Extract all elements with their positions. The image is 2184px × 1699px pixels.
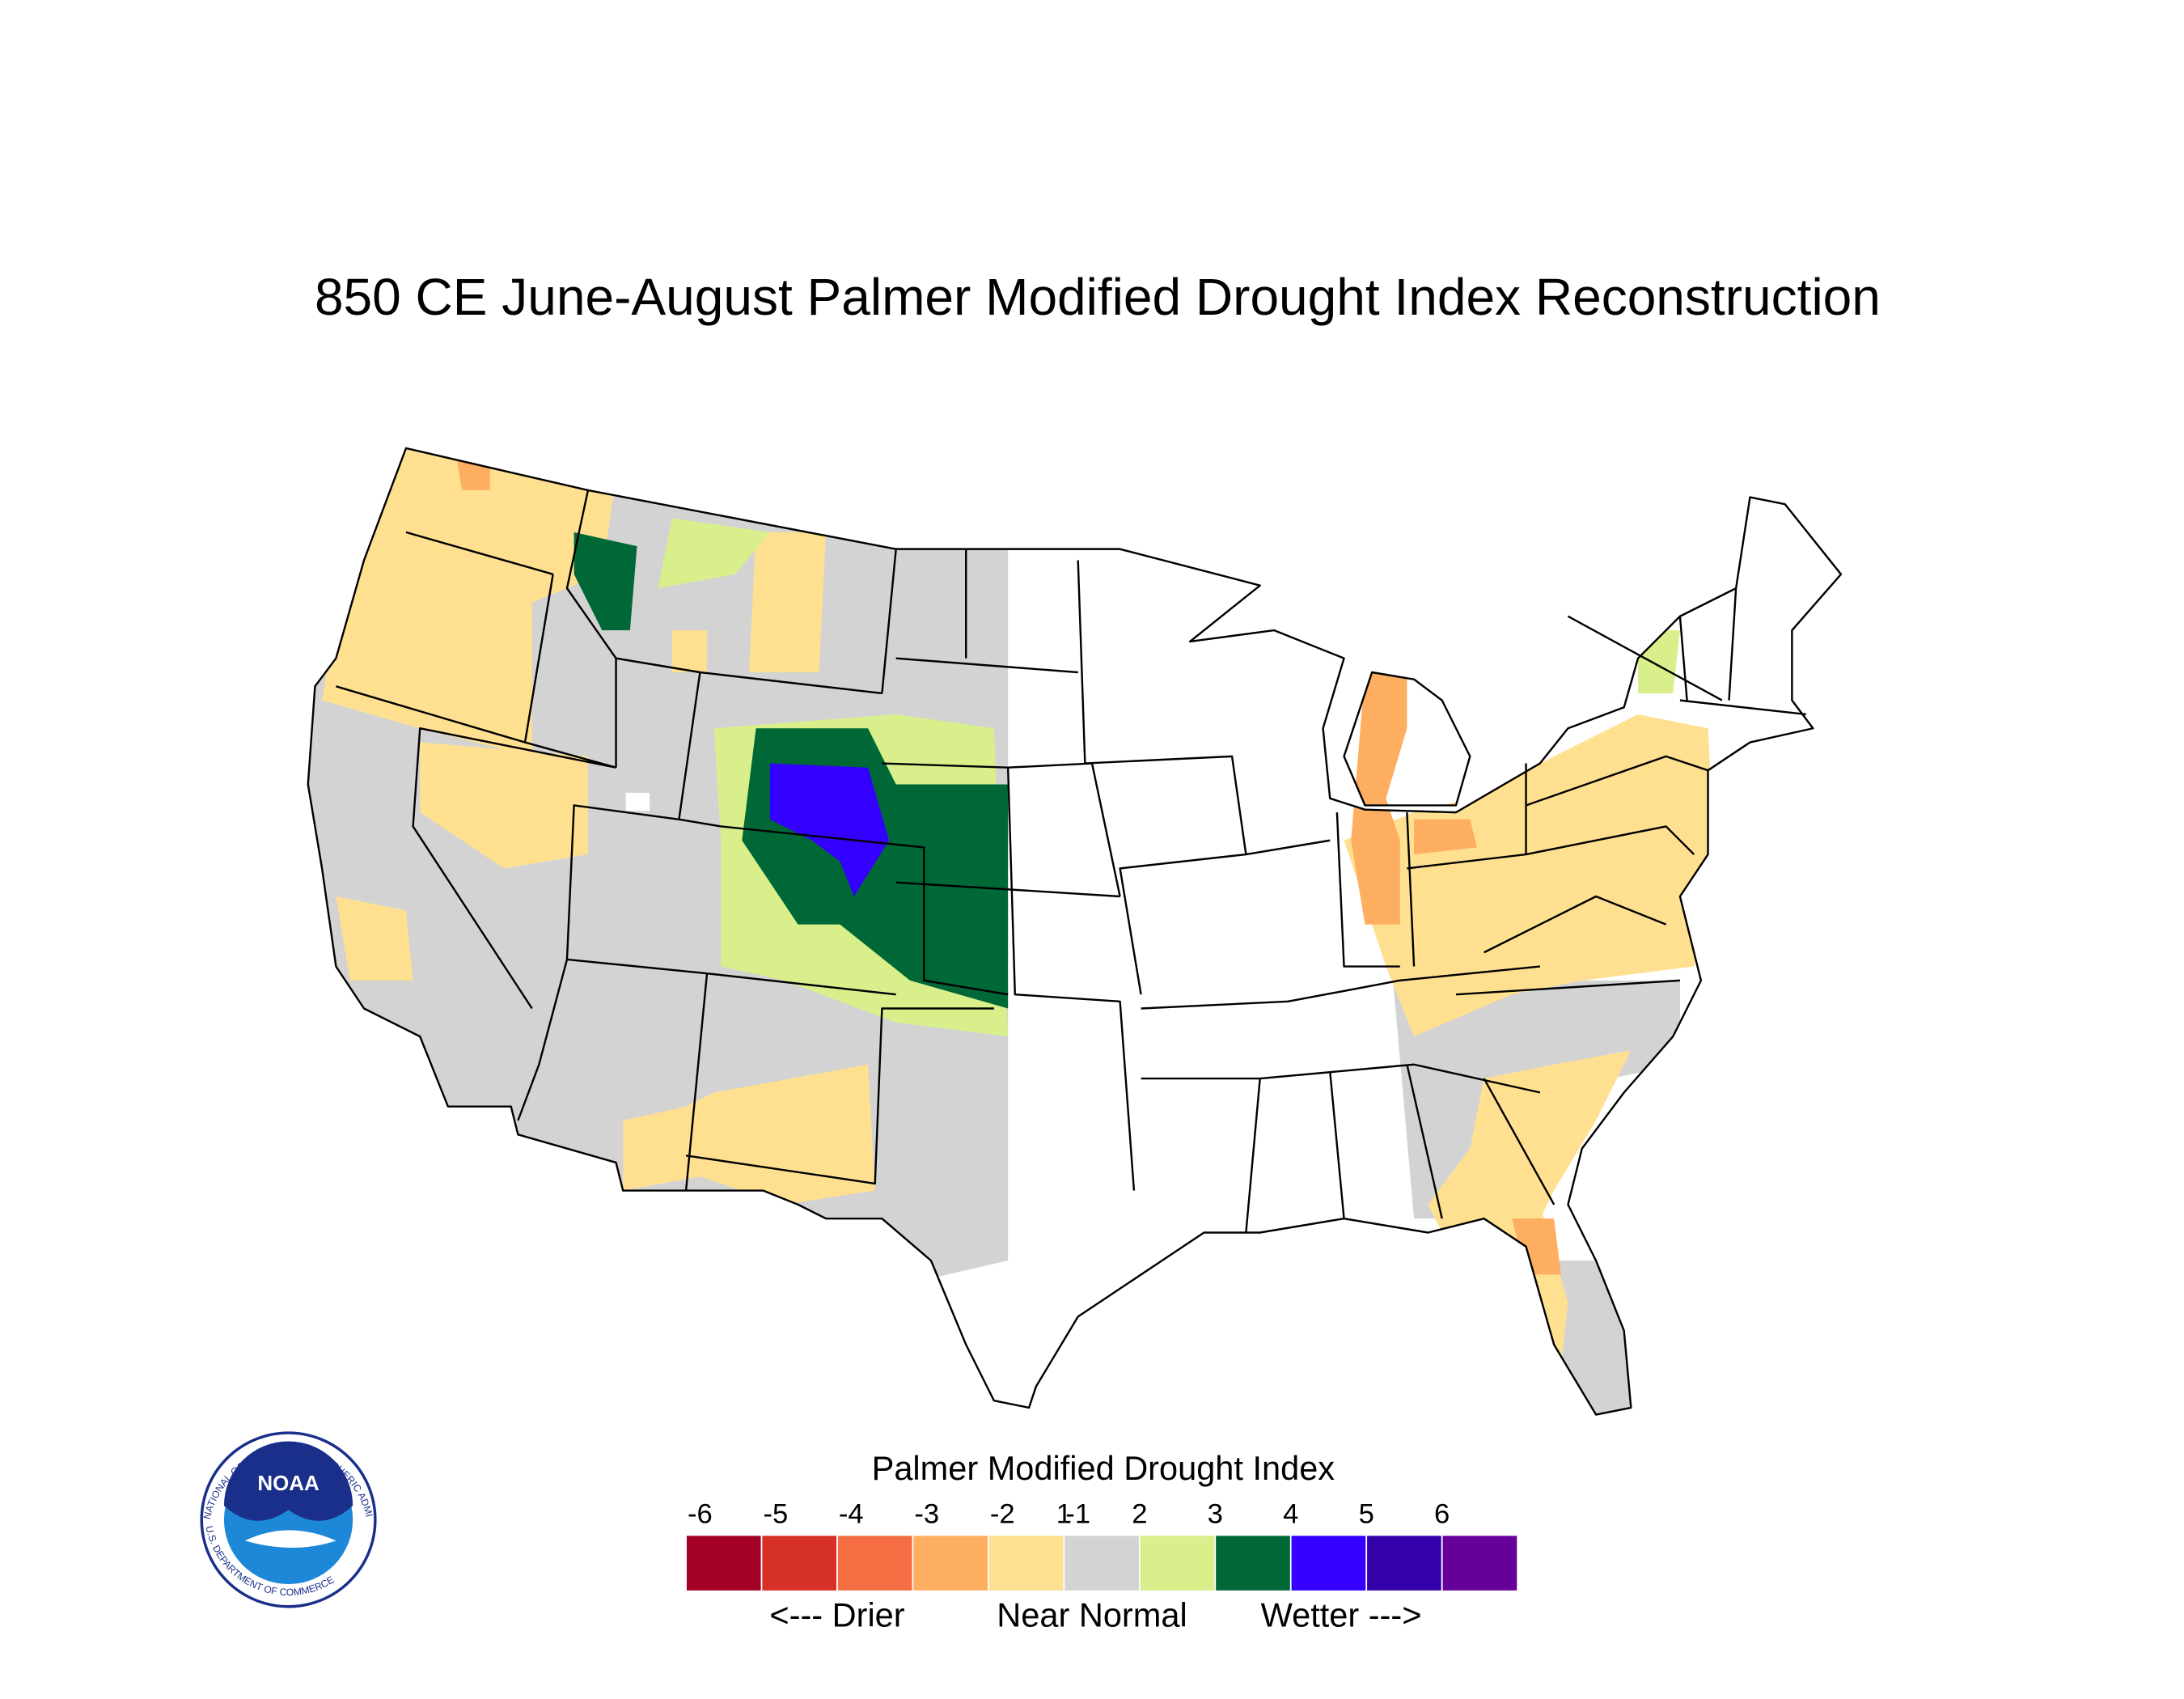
index-field — [623, 1064, 875, 1205]
no-data-cell — [625, 792, 650, 811]
legend-swatch — [685, 1534, 763, 1592]
legend-tick-label: 1 — [1056, 1498, 1072, 1529]
title: 850 CE June-August Palmer Modified Droug… — [315, 268, 1881, 326]
legend-tick-label: -4 — [839, 1498, 864, 1529]
legend-tick-label: 2 — [1132, 1498, 1147, 1529]
legend-caption: <--- Drier — [769, 1596, 904, 1634]
state-borders — [307, 447, 1843, 1416]
index-field — [671, 630, 708, 672]
legend-title: Palmer Modified Drought Index — [872, 1449, 1335, 1487]
legend-swatch — [912, 1534, 989, 1592]
legend-swatch — [836, 1534, 914, 1592]
legend-swatch — [1214, 1534, 1292, 1592]
legend-tick-label: 6 — [1434, 1498, 1450, 1529]
legend-tick-label: 4 — [1283, 1498, 1298, 1529]
state-lines — [336, 489, 1806, 1233]
index-field — [1512, 1218, 1561, 1275]
legend-tick-label: -1 — [1065, 1498, 1090, 1529]
logo-upper — [223, 1441, 353, 1521]
legend-swatch — [1138, 1534, 1217, 1592]
index-field — [1428, 1050, 1632, 1233]
logo-label: NOAA — [257, 1471, 320, 1495]
index-field — [1638, 630, 1680, 693]
index-field — [748, 532, 827, 672]
legend-tick-label: -2 — [990, 1498, 1015, 1529]
legend-swatch — [1441, 1534, 1519, 1592]
legend-tick-label: -6 — [688, 1498, 713, 1529]
legend-swatch — [1365, 1534, 1443, 1592]
index-field — [769, 763, 890, 896]
legend-caption: Near Normal — [997, 1596, 1187, 1634]
legend: Palmer Modified Drought Index -6 -5 -4 -3 -2… — [685, 1449, 1519, 1634]
legend-swatch — [1063, 1534, 1141, 1592]
index-field — [1351, 665, 1407, 925]
legend-tick-label: -5 — [763, 1498, 788, 1529]
index-field — [420, 742, 588, 869]
index-field — [336, 896, 413, 981]
legend-tick-label: 5 — [1359, 1498, 1374, 1529]
legend-tick-label: 3 — [1208, 1498, 1223, 1529]
index-field — [658, 518, 770, 589]
us-map — [307, 447, 1843, 1416]
index-field — [1344, 714, 1716, 1037]
index-field — [322, 447, 616, 756]
legend-swatch — [760, 1534, 838, 1592]
legend-caption: Wetter ---> — [1261, 1596, 1422, 1634]
legend-swatch — [988, 1534, 1065, 1592]
legend-tick-label: -3 — [914, 1498, 939, 1529]
legend-swatch — [1289, 1534, 1368, 1592]
logo-gull — [244, 1530, 336, 1549]
index-field — [1414, 819, 1477, 855]
